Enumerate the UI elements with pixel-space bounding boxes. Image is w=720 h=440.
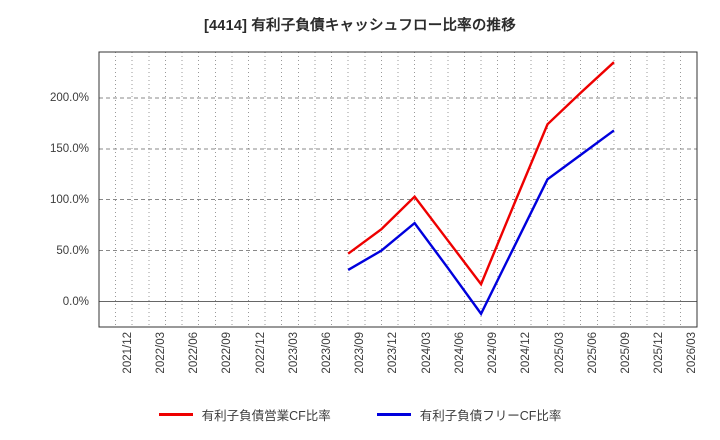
y-axis: 0.0% 50.0% 100.0% 150.0% 200.0% [0,0,93,440]
x-tick-label: 2026/03 [686,332,699,374]
x-tick-label: 2023/12 [387,332,400,374]
series-line-2 [347,129,615,317]
x-tick-label: 2022/06 [188,332,201,374]
y-tick-label: 150.0% [49,142,89,155]
legend-swatch-icon [376,413,411,416]
x-tick-label: 2024/12 [520,332,533,374]
y-tick-label: 50.0% [56,244,89,257]
series-lines [347,61,615,317]
y-tick-label: 200.0% [49,91,89,104]
x-tick-label: 2023/03 [287,332,300,374]
major-y-gridlines [99,97,697,252]
chart-legend: 有利子負債営業CF比率 有利子負債フリーCF比率 [0,405,720,424]
legend-item-1[interactable]: 有利子負債営業CF比率 [158,405,331,424]
series-line-1 [347,61,615,287]
x-tick-label: 2024/09 [487,332,500,374]
x-tick-label: 2023/09 [354,332,367,374]
legend-swatch-icon [158,413,193,416]
y-tick-label: 100.0% [49,193,89,206]
legend-label: 有利子負債フリーCF比率 [419,409,562,423]
plot-frame [98,51,698,328]
x-tick-label: 2024/06 [453,332,466,374]
chart-title: [4414] 有利子負債キャッシュフロー比率の推移 [204,18,516,34]
y-tick-label: 0.0% [62,295,89,308]
x-tick-label: 2025/06 [586,332,599,374]
plot-border [98,51,698,328]
x-tick-label: 2025/03 [553,332,566,374]
x-tick-label: 2025/09 [619,332,632,374]
legend-item-2[interactable]: 有利子負債フリーCF比率 [376,405,562,424]
x-tick-label: 2022/12 [254,332,267,374]
x-tick-label: 2025/12 [653,332,666,374]
x-tick-label: 2023/06 [320,332,333,374]
legend-label: 有利子負債営業CF比率 [201,409,331,423]
x-tick-label: 2021/12 [121,332,134,374]
x-tick-label: 2024/03 [420,332,433,374]
x-tick-label: 2022/09 [221,332,234,374]
x-tick-label: 2022/03 [154,332,167,374]
